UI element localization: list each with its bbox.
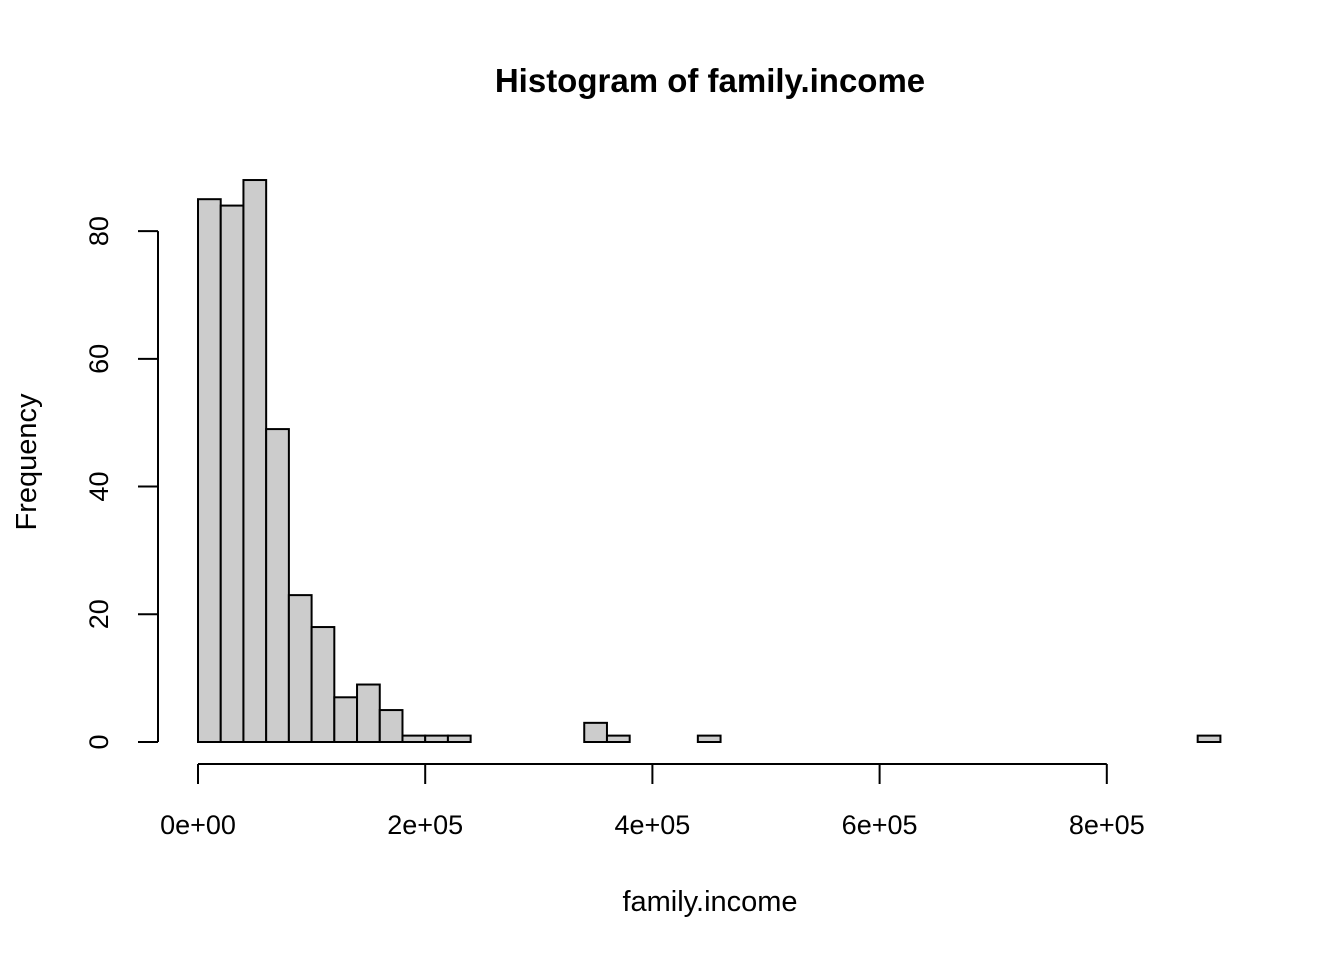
y-axis: 0 20 40 60 80	[84, 216, 159, 750]
histogram-bar	[446, 734, 472, 744]
y-tick-label: 60	[84, 344, 114, 374]
histogram-bar	[583, 721, 608, 743]
histogram-bar	[242, 179, 268, 744]
x-tick-label: 2e+05	[387, 810, 463, 840]
bars-group	[197, 179, 1222, 744]
y-tick-label: 20	[84, 599, 114, 629]
y-tick-label: 40	[84, 472, 114, 502]
histogram-bar	[605, 734, 631, 744]
histogram-bar	[219, 204, 245, 744]
y-axis-label: Frequency	[11, 393, 43, 531]
histogram-bar	[356, 683, 381, 743]
histogram-bar	[197, 198, 222, 743]
histogram-bar	[333, 696, 359, 743]
x-axis-label: family.income	[622, 886, 797, 918]
x-tick-label: 4e+05	[614, 810, 690, 840]
histogram-bar	[310, 626, 336, 743]
y-tick-label: 0	[84, 734, 114, 749]
histogram-bar	[265, 428, 290, 743]
x-axis: 0e+00 2e+05 4e+05 6e+05 8e+05	[160, 763, 1145, 840]
histogram-bar	[378, 709, 404, 744]
chart-title: Histogram of family.income	[495, 62, 925, 99]
histogram-bar	[287, 594, 313, 744]
histogram-bar	[424, 734, 449, 744]
x-tick-label: 0e+00	[160, 810, 236, 840]
x-tick-label: 8e+05	[1069, 810, 1145, 840]
histogram-bar	[696, 734, 722, 744]
x-tick-label: 6e+05	[842, 810, 918, 840]
histogram-bar	[401, 734, 427, 744]
histogram-bar	[1196, 734, 1222, 744]
y-tick-label: 80	[84, 216, 114, 246]
